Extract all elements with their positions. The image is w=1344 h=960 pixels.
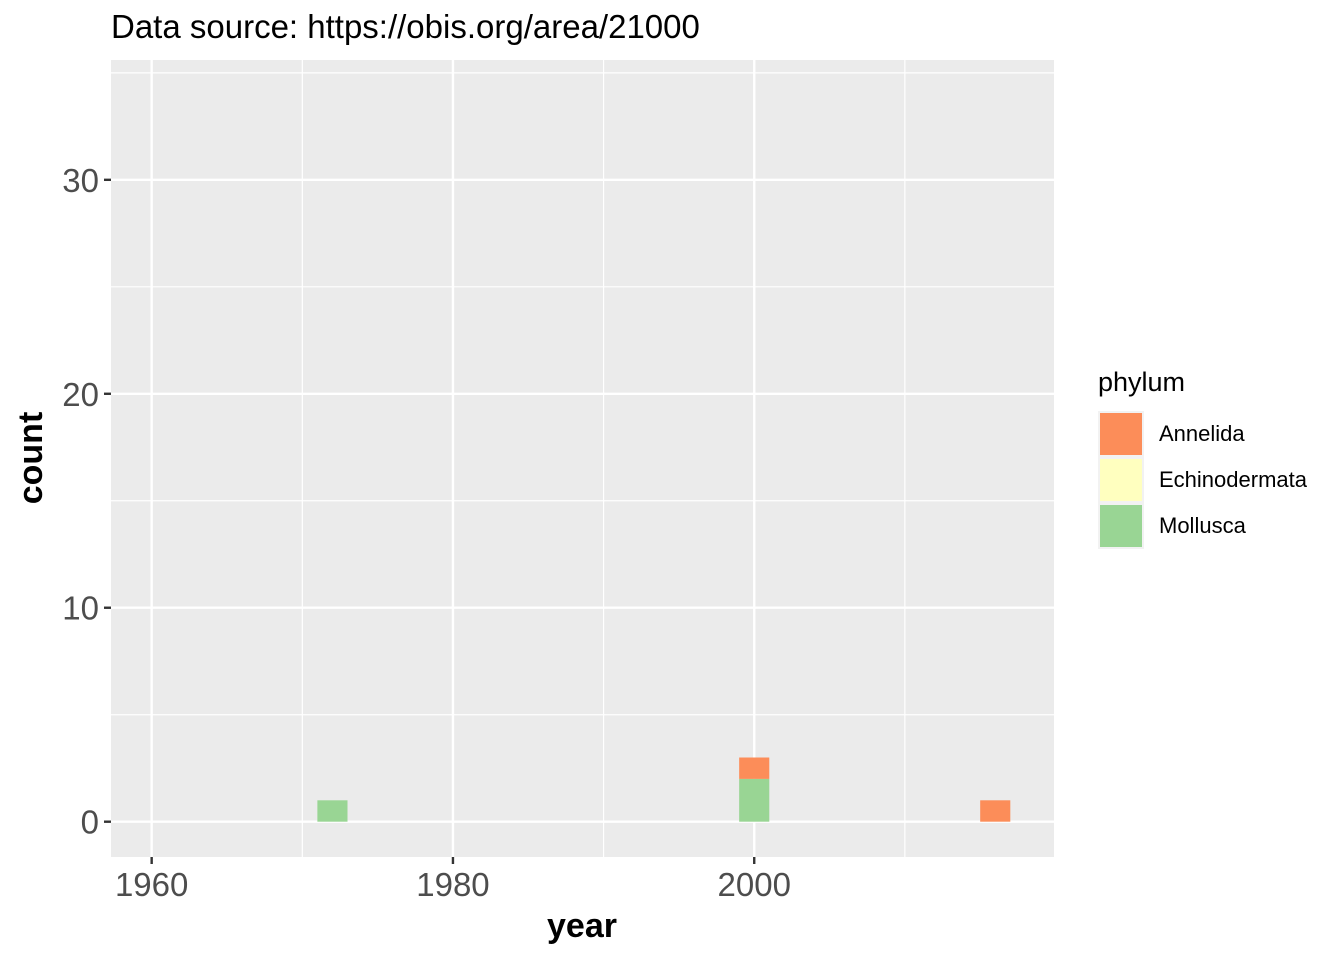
bar-annelida-2000 bbox=[739, 757, 770, 779]
y-axis-title: count bbox=[12, 412, 50, 505]
chart-title: Data source: https://obis.org/area/21000 bbox=[111, 8, 700, 45]
y-tick-label: 0 bbox=[81, 804, 99, 841]
legend-title: phylum bbox=[1098, 367, 1185, 397]
legend-swatch-mollusca bbox=[1100, 505, 1142, 547]
x-axis: 1960 1980 2000 bbox=[115, 857, 791, 903]
plot-panel bbox=[111, 60, 1054, 857]
legend-label-mollusca: Mollusca bbox=[1159, 513, 1247, 538]
bar-mollusca-1972 bbox=[317, 800, 348, 822]
y-tick-label: 20 bbox=[62, 376, 99, 413]
legend-swatch-annelida bbox=[1100, 413, 1142, 455]
x-tick-label: 2000 bbox=[718, 866, 791, 903]
minor-gridlines bbox=[111, 60, 1054, 857]
bar-mollusca-2000 bbox=[739, 778, 770, 822]
legend: phylum Annelida Echinodermata Mollusca bbox=[1098, 367, 1308, 549]
x-axis-title: year bbox=[547, 907, 617, 945]
x-tick-label: 1980 bbox=[416, 866, 489, 903]
legend-swatch-echinodermata bbox=[1100, 459, 1142, 501]
bar-annelida-2016 bbox=[980, 800, 1011, 822]
y-tick-label: 10 bbox=[62, 590, 99, 627]
legend-label-annelida: Annelida bbox=[1159, 421, 1245, 446]
major-gridlines bbox=[111, 60, 1054, 857]
y-axis: 0 10 20 30 bbox=[62, 162, 111, 841]
legend-label-echinodermata: Echinodermata bbox=[1159, 467, 1308, 492]
bars bbox=[317, 757, 1011, 822]
y-tick-label: 30 bbox=[62, 162, 99, 199]
x-tick-label: 1960 bbox=[115, 866, 188, 903]
